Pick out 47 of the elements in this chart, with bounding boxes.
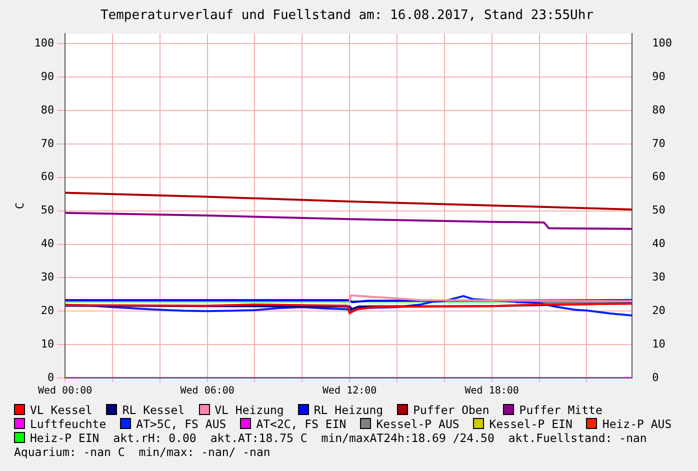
y2-tick-label: 90 xyxy=(652,70,666,83)
y2-tick-label: 70 xyxy=(652,136,666,150)
y2-tick-label: 60 xyxy=(652,170,666,184)
y-tick-label: 70 xyxy=(40,136,54,150)
y-axis-title: C xyxy=(13,202,26,210)
text: Aquarium: -nan C xyxy=(14,445,125,459)
text: akt.rH: 0.00 xyxy=(113,431,196,445)
y-tick-label: 40 xyxy=(40,237,54,250)
x-tick-label: Wed 12:00 xyxy=(322,386,377,397)
legend-label: Luftfeuchte xyxy=(29,417,106,431)
text: akt.AT:18.75 C xyxy=(210,431,308,445)
y-tick-label: 30 xyxy=(40,270,54,284)
x-tick-label: Wed 00:00 xyxy=(38,386,92,397)
y-tick-label: 80 xyxy=(40,103,54,116)
y-tick-label: 10 xyxy=(40,337,54,350)
legend-label: AT<2C, FS EIN xyxy=(255,417,346,431)
text: min/max: -nan/ -nan xyxy=(138,445,270,459)
y2-tick-label: 30 xyxy=(652,270,666,284)
x-tick-label: Wed 18:00 xyxy=(464,386,519,397)
y-tick-label: 60 xyxy=(40,170,54,184)
y-tick-label: 0 xyxy=(47,370,54,384)
legend-label: AT>5C, FS AUS xyxy=(135,417,226,431)
x-tick-label: Wed 06:00 xyxy=(180,386,234,397)
y2-tick-label: 50 xyxy=(652,204,666,217)
legend-label: Heiz-P EIN xyxy=(29,431,100,445)
y2-tick-label: 20 xyxy=(652,304,666,317)
chart-title: Temperaturverlauf und Fuellstand am: 16.08.2017, Stand 23:55Uhr xyxy=(100,8,594,24)
text: akt.Fuellstand: -nan xyxy=(508,431,647,445)
legend-label: Puffer Oben xyxy=(412,403,490,417)
y2-tick-label: 100 xyxy=(652,36,672,50)
y2-tick-label: 80 xyxy=(652,103,666,116)
legend-label: VL Heizung xyxy=(214,403,284,417)
legend-label: RL Heizung xyxy=(312,403,384,417)
legend-label: VL Kessel xyxy=(29,403,92,417)
y-tick-label: 90 xyxy=(40,70,54,83)
legend-label: Kessel-P EIN xyxy=(488,417,572,431)
legend-label: Puffer Mitte xyxy=(518,403,602,417)
y-tick-label: 20 xyxy=(40,304,54,317)
text: min/maxAT24h:18.69 /24.50 xyxy=(321,431,494,445)
y2-tick-label: 10 xyxy=(652,337,666,350)
y-tick-label: 50 xyxy=(40,204,54,217)
legend-label: Heiz-P AUS xyxy=(601,417,672,431)
legend-label: RL Kessel xyxy=(121,403,185,417)
y2-tick-label: 0 xyxy=(652,370,659,384)
legend-label: Kessel-P AUS xyxy=(375,417,460,431)
y2-tick-label: 40 xyxy=(652,237,666,250)
y-tick-label: 100 xyxy=(34,36,54,50)
